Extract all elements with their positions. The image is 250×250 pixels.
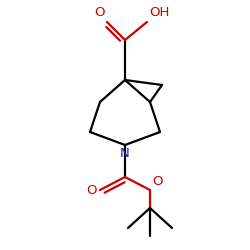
Text: N: N [120, 147, 130, 160]
Text: O: O [86, 184, 97, 196]
Text: OH: OH [149, 6, 170, 19]
Text: O: O [152, 175, 162, 188]
Text: O: O [94, 6, 105, 19]
